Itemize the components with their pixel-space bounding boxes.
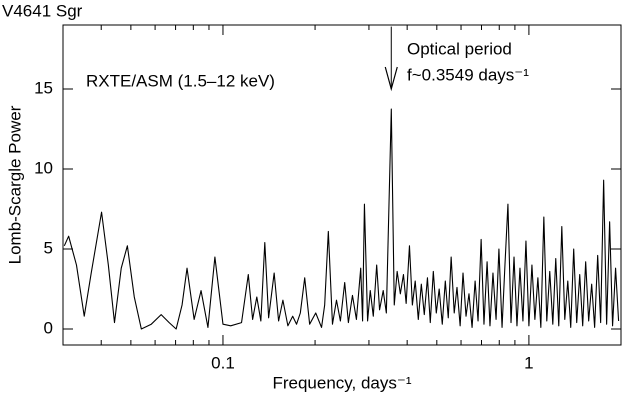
annotation: f~0.3549 days⁻¹ [407, 65, 529, 84]
x-tick-label: 1 [524, 353, 533, 372]
chart-title: V4641 Sgr [2, 1, 83, 20]
x-tick-label: 0.1 [211, 353, 235, 372]
periodogram-line [63, 108, 620, 330]
x-axis-label: Frequency, days⁻¹ [272, 373, 411, 392]
arrow-head [384, 66, 398, 92]
y-axis-label: Lomb-Scargle Power [5, 105, 24, 264]
y-tick-label: 15 [34, 78, 53, 97]
y-tick-label: 5 [44, 238, 53, 257]
annotation: Optical period [407, 39, 512, 58]
y-tick-label: 10 [34, 158, 53, 177]
y-tick-label: 0 [44, 318, 53, 337]
annotation: RXTE/ASM (1.5–12 keV) [86, 71, 275, 90]
plot-frame [62, 24, 622, 346]
